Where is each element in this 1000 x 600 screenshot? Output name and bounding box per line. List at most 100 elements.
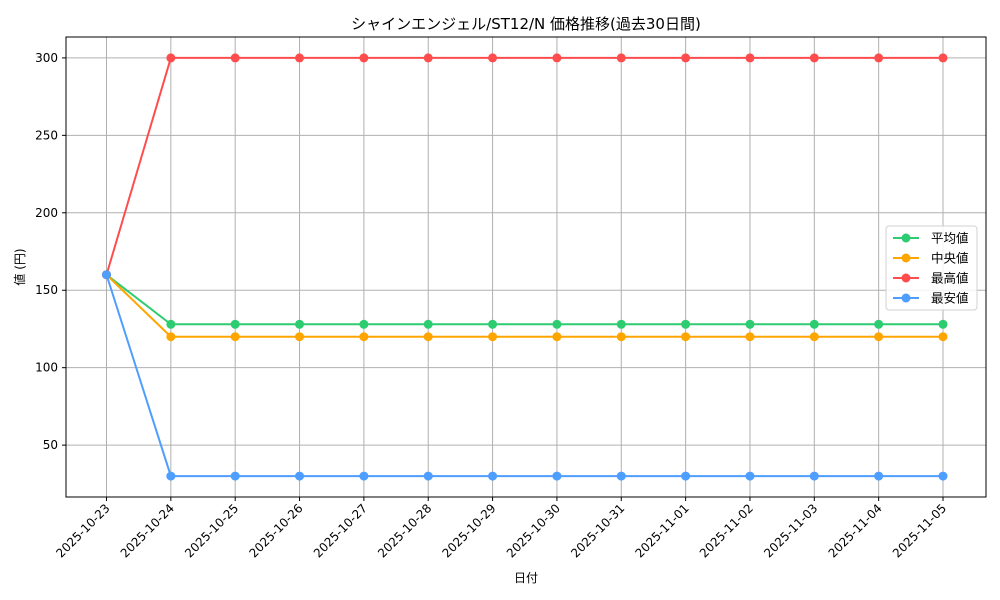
data-point: [359, 332, 369, 342]
data-point: [681, 332, 691, 342]
x-tick-label: 2025-10-29: [439, 501, 498, 560]
y-tick-label: 250: [35, 128, 58, 142]
data-point: [874, 471, 884, 481]
series-line: [105, 274, 943, 478]
y-tick-label: 100: [35, 361, 58, 375]
series-0: [102, 270, 948, 329]
data-point: [745, 319, 755, 329]
data-point: [295, 471, 305, 481]
data-point: [552, 53, 562, 63]
legend-label: 平均値: [931, 231, 969, 246]
data-point: [616, 319, 626, 329]
data-point: [488, 471, 498, 481]
legend-box: [885, 225, 978, 311]
data-point: [488, 53, 498, 63]
legend-marker-icon: [901, 233, 911, 243]
data-point: [681, 471, 691, 481]
x-tick-label: 2025-11-04: [826, 501, 885, 560]
x-tick-label: 2025-11-05: [890, 501, 949, 560]
data-point: [359, 53, 369, 63]
legend-item: 最高値: [893, 271, 969, 286]
chart-title: シャインエンジェル/ST12/N 価格推移(過去30日間): [351, 15, 701, 33]
data-point: [938, 332, 948, 342]
data-point: [809, 332, 819, 342]
y-tick-label: 150: [35, 283, 58, 297]
data-point: [745, 471, 755, 481]
data-point: [166, 53, 176, 63]
data-point: [874, 332, 884, 342]
data-point: [295, 53, 305, 63]
legend-label: 中央値: [931, 251, 969, 266]
y-axis-ticks: 50 100 150 200 250 300: [35, 51, 66, 452]
data-point: [874, 319, 884, 329]
series-1: [102, 270, 948, 342]
x-tick-label: 2025-11-02: [697, 501, 756, 560]
series-3: [102, 270, 948, 481]
y-tick-label: 200: [35, 206, 58, 220]
x-tick-label: 2025-10-24: [118, 501, 177, 560]
data-point: [745, 53, 755, 63]
data-point: [488, 332, 498, 342]
data-point: [616, 471, 626, 481]
x-tick-label: 2025-11-01: [633, 501, 692, 560]
series-line: [105, 274, 943, 338]
legend-item: 最安値: [893, 291, 969, 306]
series-line: [105, 56, 943, 276]
data-point: [230, 53, 240, 63]
data-point: [295, 332, 305, 342]
x-tick-label: 2025-10-28: [375, 501, 434, 560]
data-point: [230, 332, 240, 342]
data-point: [809, 471, 819, 481]
data-point: [552, 332, 562, 342]
data-point: [166, 332, 176, 342]
legend-item: 中央値: [893, 251, 969, 266]
data-point: [423, 471, 433, 481]
data-point: [809, 53, 819, 63]
x-tick-label: 2025-10-26: [246, 501, 305, 560]
series-line: [105, 273, 943, 326]
legend-marker-icon: [901, 253, 911, 263]
data-point: [552, 471, 562, 481]
x-tick-label: 2025-10-30: [504, 501, 563, 560]
data-point: [938, 471, 948, 481]
legend-item: 平均値: [893, 231, 969, 246]
data-point: [681, 319, 691, 329]
legend-label: 最安値: [931, 291, 969, 306]
data-point: [423, 53, 433, 63]
data-point: [874, 53, 884, 63]
data-point: [809, 319, 819, 329]
x-tick-label: 2025-10-31: [568, 501, 627, 560]
plot-frame: [65, 36, 987, 498]
data-point: [166, 471, 176, 481]
data-point: [359, 471, 369, 481]
data-point: [423, 332, 433, 342]
data-point: [166, 319, 176, 329]
x-tick-label: 2025-10-27: [311, 501, 370, 560]
legend-marker-icon: [901, 293, 911, 303]
data-point: [488, 319, 498, 329]
data-point: [745, 332, 755, 342]
data-point: [616, 332, 626, 342]
data-point: [423, 319, 433, 329]
data-point: [938, 319, 948, 329]
grid-lines: [66, 37, 986, 497]
x-axis-label: 日付: [514, 571, 538, 585]
legend-label: 最高値: [931, 271, 969, 286]
data-point: [681, 53, 691, 63]
x-tick-label: 2025-11-03: [761, 501, 820, 560]
data-point: [616, 53, 626, 63]
data-point: [552, 319, 562, 329]
y-axis-label: 値 (円): [12, 248, 27, 285]
y-tick-label: 300: [35, 51, 58, 65]
data-point: [938, 53, 948, 63]
x-tick-label: 2025-10-25: [182, 501, 241, 560]
x-tick-label: 2025-10-23: [53, 501, 112, 560]
data-series: [102, 53, 948, 481]
legend-marker-icon: [901, 273, 911, 283]
y-tick-label: 50: [43, 438, 58, 452]
data-point: [359, 319, 369, 329]
data-point: [295, 319, 305, 329]
data-point: [230, 319, 240, 329]
